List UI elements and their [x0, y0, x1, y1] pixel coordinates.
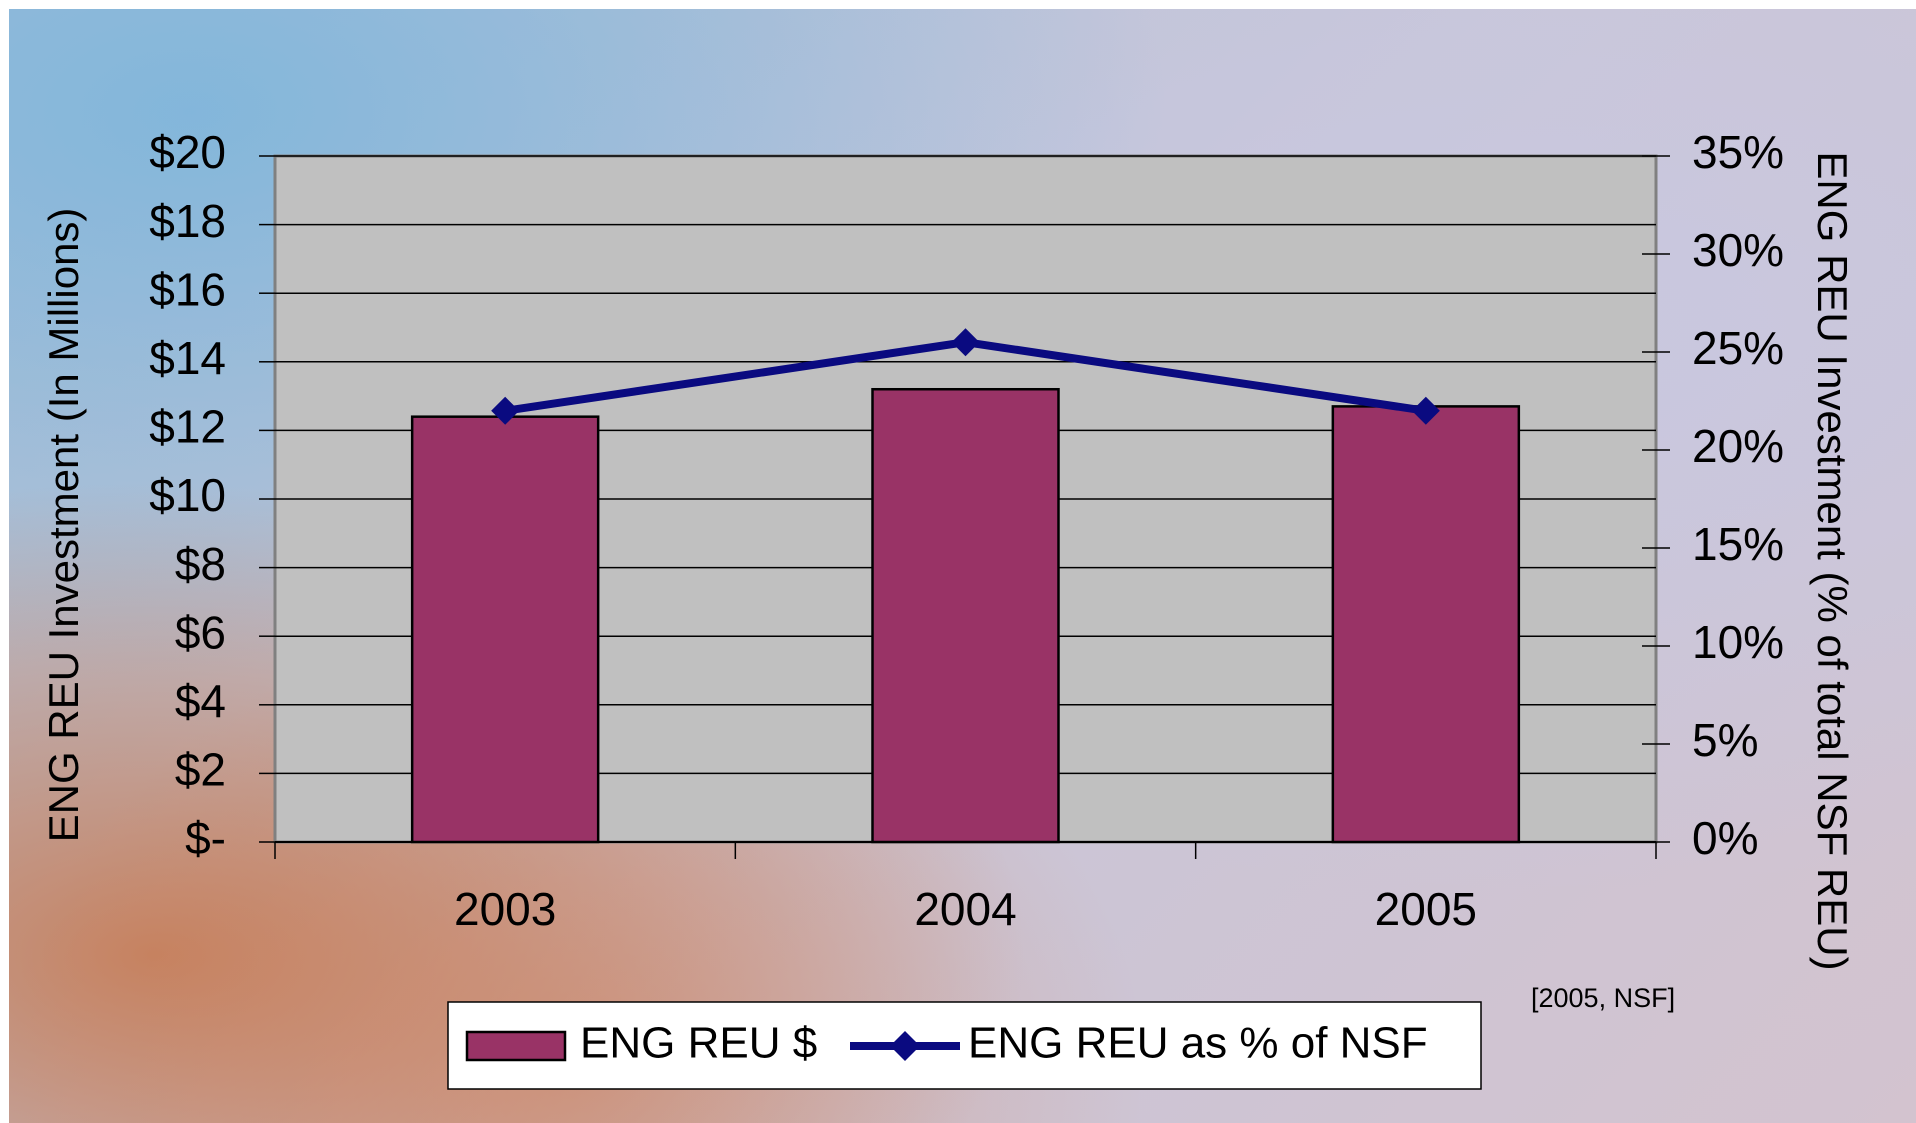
- y2-tick-label: 25%: [1692, 322, 1784, 374]
- y-tick-label: $10: [149, 469, 226, 521]
- legend-swatch: [465, 1030, 567, 1062]
- bar: [410, 415, 600, 844]
- y-tick-label: $-: [185, 812, 226, 864]
- y-tick-label: $6: [175, 606, 226, 658]
- y2-tick-label: 30%: [1692, 224, 1784, 276]
- y-tick-label: $12: [149, 401, 226, 453]
- left-border: [0, 0, 9, 1123]
- y2-tick-label: 0%: [1692, 812, 1758, 864]
- y-tick-label: $8: [175, 538, 226, 590]
- bar: [871, 387, 1060, 844]
- y-tick-label: $2: [175, 744, 226, 796]
- legend-label: ENG REU as % of NSF: [968, 1019, 1428, 1068]
- annotation: [2005, NSF]: [1531, 983, 1675, 1013]
- y-tick-label: $14: [149, 332, 226, 384]
- y2-tick-label: 20%: [1692, 420, 1784, 472]
- bar: [1331, 405, 1521, 844]
- x-tick-label: 2003: [454, 883, 556, 935]
- x-tick-label: 2005: [1375, 883, 1477, 935]
- legend-swatch: [890, 1031, 920, 1061]
- y2-tick-label: 15%: [1692, 518, 1784, 570]
- line-marker: [491, 396, 520, 425]
- y2-tick-label: 35%: [1692, 126, 1784, 178]
- y-tick-label: $20: [149, 126, 226, 178]
- line-marker: [951, 328, 980, 357]
- y2-axis-title: ENG REU Investment (% of total NSF REU): [1809, 151, 1856, 970]
- legend-box: [447, 1001, 1482, 1090]
- y2-tick-label: 10%: [1692, 616, 1784, 668]
- y-tick-label: $16: [149, 263, 226, 315]
- legend-label: ENG REU $: [580, 1019, 817, 1068]
- x-tick-label: 2004: [914, 883, 1016, 935]
- top-border: [0, 0, 1916, 9]
- y2-tick-label: 5%: [1692, 714, 1758, 766]
- y-tick-label: $4: [175, 675, 226, 727]
- line-marker: [1411, 396, 1440, 425]
- y-tick-label: $18: [149, 195, 226, 247]
- y-axis-title: ENG REU Investment (In Millions): [40, 208, 87, 843]
